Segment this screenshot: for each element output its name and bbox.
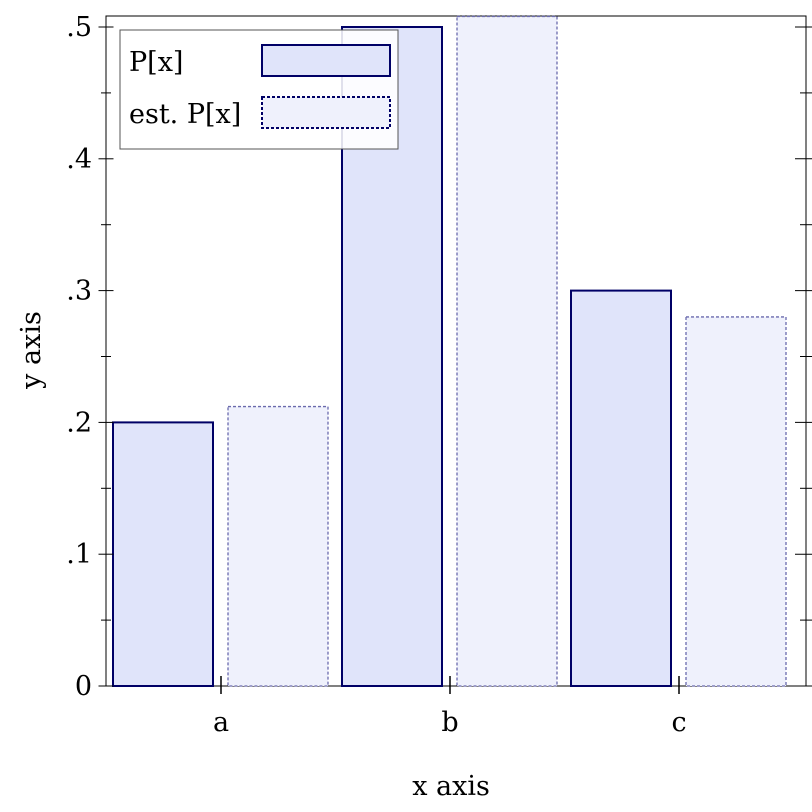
bars-layer [112, 15, 787, 687]
y-tick-label: .1 [66, 539, 92, 570]
y-tick-label: 0 [75, 671, 92, 702]
legend-swatch [261, 96, 391, 129]
legend-label: P[x] [129, 47, 183, 78]
legend-swatch [261, 44, 391, 77]
y-tick-label: .5 [66, 12, 92, 43]
x-axis-label: x axis [412, 771, 490, 802]
legend: P[x] est. P[x] [119, 29, 399, 150]
bar-est-c [685, 316, 787, 687]
y-tick-label: .4 [66, 144, 92, 175]
y-tick-label: .3 [66, 276, 92, 307]
x-tick-label: a [213, 707, 229, 738]
y-axis-label: y axis [16, 311, 47, 390]
legend-label: est. P[x] [129, 99, 241, 130]
tick-labels-layer: 0 .1 .2 .3 .4 .5 a b c [66, 12, 686, 738]
bar-est-a [227, 405, 329, 687]
x-tick-label: b [441, 707, 458, 738]
x-tick-label: c [671, 707, 686, 738]
y-tick-label: .2 [66, 407, 92, 438]
bar-est-b [456, 15, 558, 687]
bar-p-c [570, 289, 672, 687]
bar-p-a [112, 421, 214, 687]
plot-frame [105, 15, 807, 687]
plot-border [105, 15, 807, 687]
ticks-layer [98, 26, 812, 694]
